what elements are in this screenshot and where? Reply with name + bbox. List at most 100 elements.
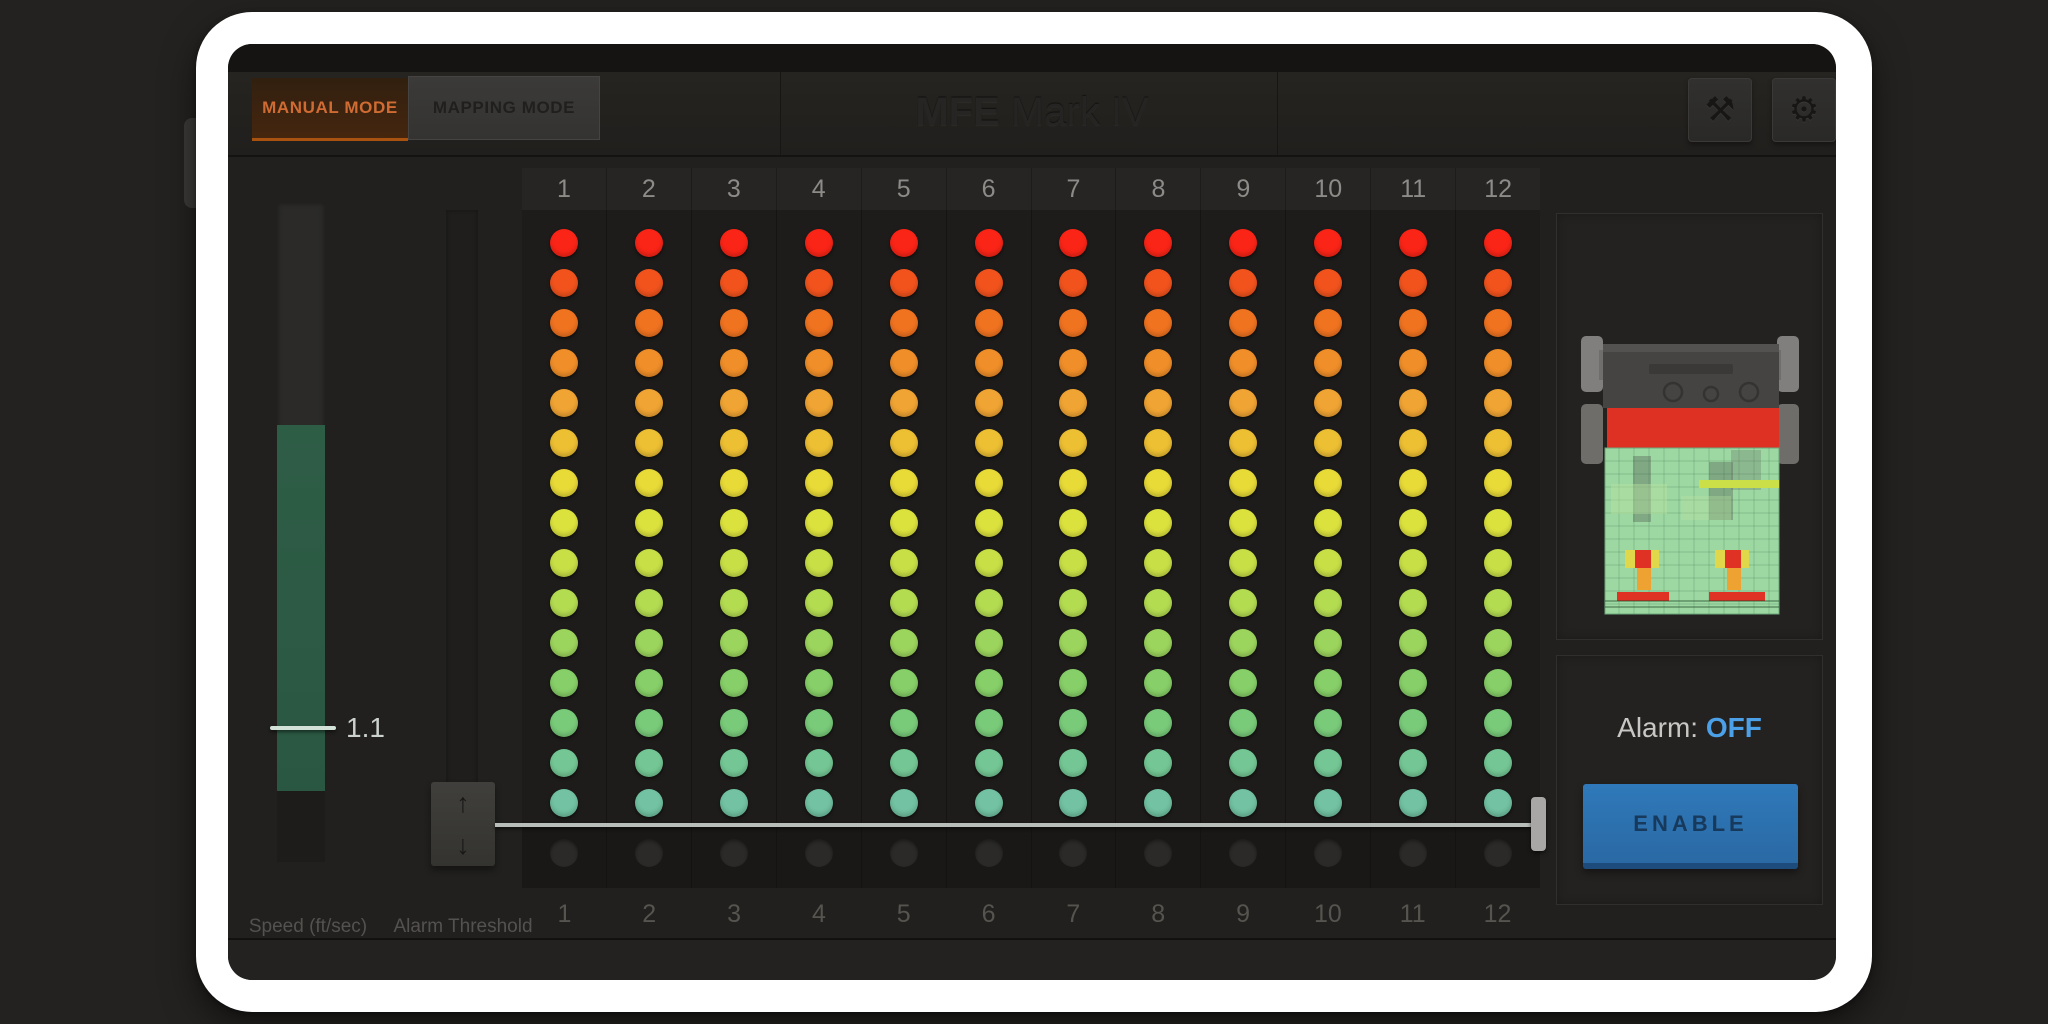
led-dot — [889, 589, 918, 617]
led-dot — [1229, 269, 1258, 297]
led-dot — [974, 469, 1003, 497]
led-dot — [889, 789, 918, 817]
grid-column-number: 9 — [1236, 899, 1250, 928]
led-dot — [974, 429, 1003, 457]
grid-column-number: 7 — [1030, 168, 1116, 210]
led-dot — [1144, 709, 1173, 737]
led-dot — [1144, 549, 1173, 577]
led-dot — [1059, 789, 1088, 817]
alarm-threshold-handle[interactable] — [1531, 797, 1546, 851]
led-dot — [1484, 229, 1513, 257]
led-dot-disabled — [719, 839, 748, 867]
led-dot — [634, 749, 663, 777]
led-column-5 — [860, 210, 946, 825]
led-dot — [1484, 309, 1513, 337]
tools-button[interactable]: ⚒ — [1688, 78, 1752, 142]
alarm-panel: Alarm: OFF ENABLE — [1556, 655, 1823, 905]
led-disabled-cell — [1285, 825, 1370, 888]
tab-manual-mode[interactable]: MANUAL MODE — [252, 78, 408, 141]
led-dot — [634, 389, 663, 417]
led-column-2 — [605, 210, 691, 825]
tab-mapping-mode[interactable]: MAPPING MODE — [408, 76, 600, 140]
led-dot — [804, 429, 833, 457]
led-dot — [1229, 309, 1258, 337]
led-dot — [719, 309, 748, 337]
alarm-status-line: Alarm: OFF — [1557, 712, 1822, 744]
led-dot — [1059, 349, 1088, 377]
threshold-up-button[interactable]: ↑ — [431, 782, 495, 824]
alarm-threshold-track[interactable] — [446, 210, 478, 850]
led-column-1 — [522, 210, 606, 825]
led-dot — [974, 309, 1003, 337]
led-dot — [1314, 629, 1343, 657]
led-dot — [1229, 629, 1258, 657]
led-column-3 — [690, 210, 776, 825]
led-dot — [889, 269, 918, 297]
alarm-status-label: Alarm: — [1617, 712, 1699, 743]
enable-button[interactable]: ENABLE — [1583, 784, 1798, 869]
grid-column-number: 12 — [1455, 168, 1540, 210]
led-dot — [1314, 429, 1343, 457]
led-dot — [1399, 429, 1428, 457]
led-disabled-cell — [775, 825, 861, 888]
led-dot — [1399, 269, 1428, 297]
led-dot — [1314, 349, 1343, 377]
led-dot — [1484, 269, 1513, 297]
led-dot — [1144, 309, 1173, 337]
led-dot — [1484, 389, 1513, 417]
led-dot — [549, 389, 578, 417]
footer-divider — [228, 938, 1836, 940]
led-dot-disabled — [1144, 839, 1173, 867]
footer-bar — [228, 940, 1836, 980]
alarm-threshold-line[interactable] — [495, 823, 1535, 827]
led-dot — [1399, 629, 1428, 657]
led-dot — [549, 589, 578, 617]
page-title: MFE Mark IV — [915, 90, 1148, 135]
led-column-6 — [945, 210, 1031, 825]
led-column-8 — [1115, 210, 1200, 825]
led-dot — [719, 269, 748, 297]
led-dot — [974, 629, 1003, 657]
grid-column-number: 10 — [1285, 168, 1370, 210]
led-dot — [1059, 749, 1088, 777]
grid-bottom-numbers: 1 2 3 4 5 6 7 8 9 10 11 12 — [522, 896, 1540, 932]
led-dot — [889, 229, 918, 257]
settings-button[interactable]: ⚙ — [1772, 78, 1836, 142]
led-dot — [549, 669, 578, 697]
led-dot — [1059, 509, 1088, 537]
speed-gauge-track[interactable] — [277, 203, 325, 862]
led-dot — [719, 589, 748, 617]
speed-marker-line[interactable] — [270, 726, 336, 730]
led-grid-body — [522, 210, 1540, 825]
led-dot — [804, 629, 833, 657]
grid-column-number: 8 — [1151, 899, 1166, 928]
led-disabled-cell — [1455, 825, 1540, 888]
led-dot — [549, 269, 578, 297]
led-dot — [1059, 549, 1088, 577]
led-dot — [634, 269, 663, 297]
led-dot — [1484, 469, 1513, 497]
led-dot — [804, 389, 833, 417]
led-column-10 — [1285, 210, 1370, 825]
led-dot — [804, 509, 833, 537]
led-dot — [1484, 629, 1513, 657]
led-grid-disabled-row — [522, 825, 1540, 888]
led-dot — [1484, 669, 1513, 697]
threshold-down-button[interactable]: ↓ — [431, 824, 495, 866]
grid-column-number: 6 — [945, 168, 1031, 210]
machine-preview-image — [1581, 336, 1799, 615]
led-dot — [804, 789, 833, 817]
led-dot — [1059, 389, 1088, 417]
grid-column-number: 4 — [811, 899, 826, 928]
led-disabled-cell — [1030, 825, 1116, 888]
grid-column-number: 10 — [1313, 899, 1342, 928]
led-dot — [1229, 229, 1258, 257]
grid-column-number: 7 — [1066, 899, 1081, 928]
led-column-12 — [1455, 210, 1540, 825]
led-dot — [1484, 349, 1513, 377]
grid-top-numbers: 1 2 3 4 5 6 7 8 9 10 11 12 — [522, 168, 1540, 212]
led-dot — [719, 549, 748, 577]
alarm-status-value: OFF — [1705, 712, 1762, 743]
led-dot-disabled — [974, 839, 1003, 867]
led-dot — [1314, 589, 1343, 617]
